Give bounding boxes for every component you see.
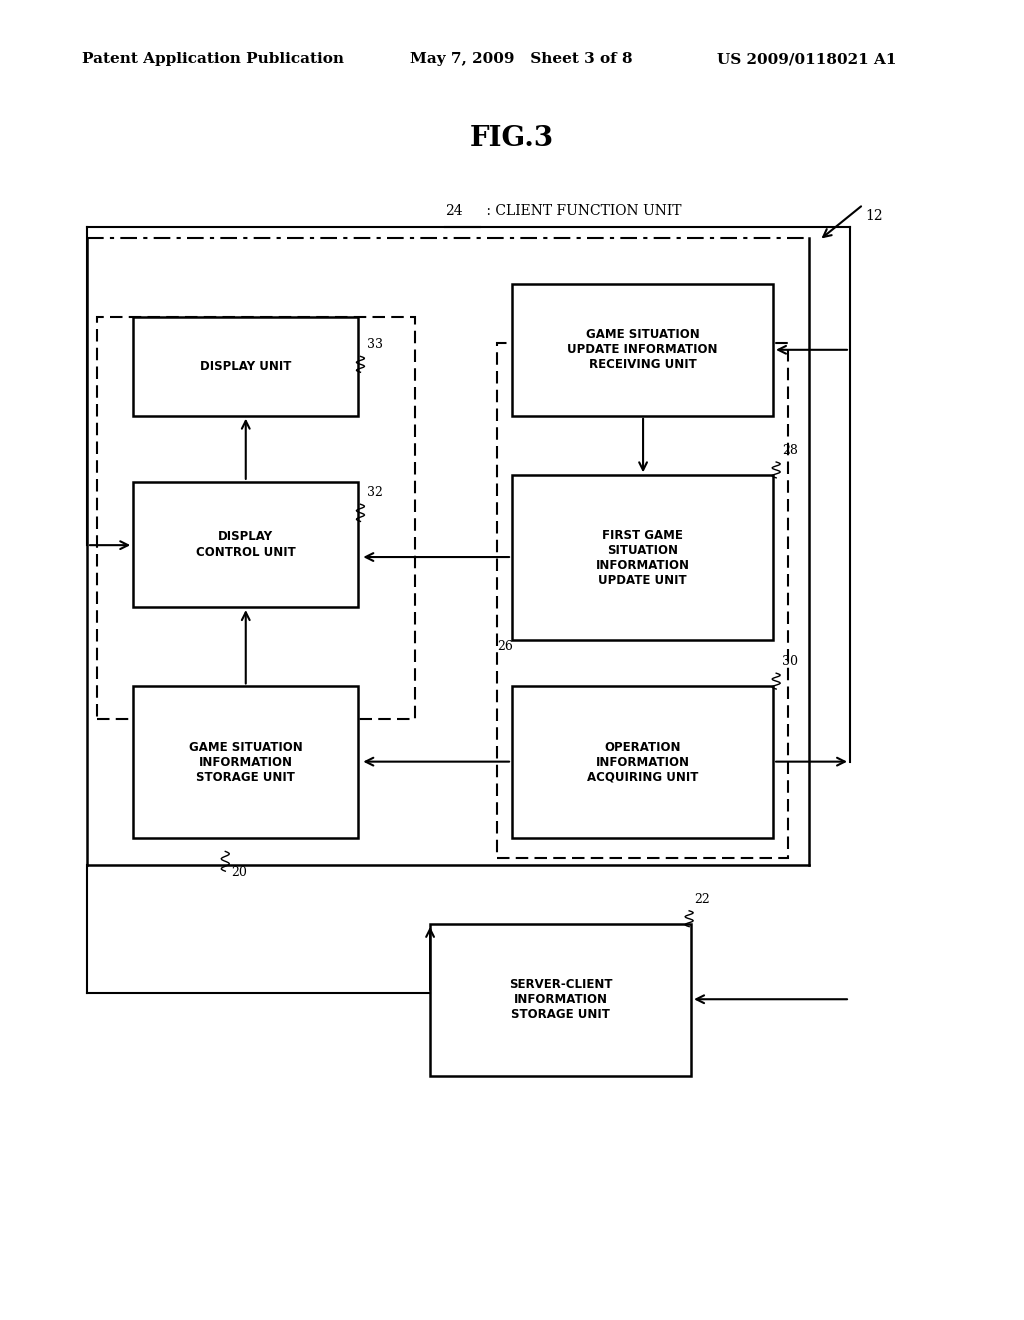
Text: 32: 32 [367,486,383,499]
FancyBboxPatch shape [430,924,691,1076]
Text: DISPLAY UNIT: DISPLAY UNIT [200,360,292,372]
Text: SERVER-CLIENT
INFORMATION
STORAGE UNIT: SERVER-CLIENT INFORMATION STORAGE UNIT [509,978,612,1022]
Text: 22: 22 [694,892,710,906]
Text: 20: 20 [231,866,248,879]
FancyBboxPatch shape [512,284,773,416]
Text: Patent Application Publication: Patent Application Publication [82,53,344,66]
FancyBboxPatch shape [133,482,358,607]
Text: 30: 30 [782,655,799,668]
Text: OPERATION
INFORMATION
ACQUIRING UNIT: OPERATION INFORMATION ACQUIRING UNIT [587,741,698,784]
Text: GAME SITUATION
INFORMATION
STORAGE UNIT: GAME SITUATION INFORMATION STORAGE UNIT [188,741,303,784]
Text: 33: 33 [367,338,383,351]
Text: DISPLAY
CONTROL UNIT: DISPLAY CONTROL UNIT [196,531,296,558]
Text: GAME SITUATION
UPDATE INFORMATION
RECEIVING UNIT: GAME SITUATION UPDATE INFORMATION RECEIV… [567,329,718,371]
Text: FIG.3: FIG.3 [470,125,554,152]
FancyBboxPatch shape [133,317,358,416]
Text: US 2009/0118021 A1: US 2009/0118021 A1 [717,53,896,66]
Text: 12: 12 [865,210,883,223]
Text: May 7, 2009   Sheet 3 of 8: May 7, 2009 Sheet 3 of 8 [410,53,632,66]
FancyBboxPatch shape [512,686,773,838]
Text: FIRST GAME
SITUATION
INFORMATION
UPDATE UNIT: FIRST GAME SITUATION INFORMATION UPDATE … [596,529,689,586]
Text: 28: 28 [782,444,799,457]
FancyBboxPatch shape [133,686,358,838]
Text: 26: 26 [498,640,514,653]
FancyBboxPatch shape [512,475,773,640]
Text: 24: 24 [445,205,463,218]
Text: : CLIENT FUNCTION UNIT: : CLIENT FUNCTION UNIT [482,205,682,218]
